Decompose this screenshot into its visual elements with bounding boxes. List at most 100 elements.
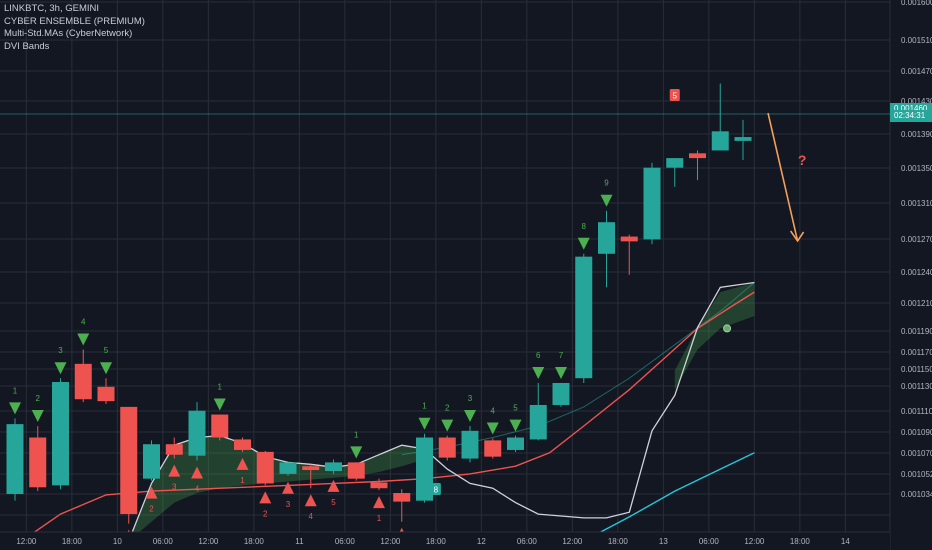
price-axis: 0.001600 0.001510 0.001470 0.001430 0.001390… — [889, 0, 932, 550]
sell-signal-triangle — [464, 410, 476, 423]
signal-badge-lower-label: 8 — [434, 486, 439, 495]
candle-body[interactable] — [120, 406, 138, 515]
signal-badge-lower — [430, 483, 441, 495]
sell-signal-triangle — [418, 417, 431, 430]
price-axis-label: 0.001070 — [901, 449, 932, 458]
candle-body[interactable] — [188, 410, 206, 456]
candle-body[interactable] — [256, 451, 274, 484]
candle-body[interactable] — [279, 462, 297, 474]
time-axis-label: 18:00 — [426, 537, 447, 546]
cross-dot — [723, 324, 732, 333]
time-axis-label: 14 — [841, 537, 850, 546]
signal-count: 1 — [377, 514, 382, 523]
time-axis-label: 11 — [295, 537, 304, 546]
candle-body[interactable] — [97, 386, 115, 402]
candle-body[interactable] — [302, 466, 320, 471]
price-axis-label: 0.001210 — [901, 299, 932, 308]
candle-body[interactable] — [529, 404, 547, 440]
forecast-arrow-head — [789, 230, 805, 243]
time-axis-label: 18:00 — [244, 537, 265, 546]
buy-signal-triangle — [304, 494, 317, 507]
price-axis-label: 0.001150 — [901, 365, 932, 374]
buy-signal-triangle — [282, 481, 294, 494]
signal-count: 1 — [422, 402, 427, 411]
signal-count: 4 — [491, 406, 496, 415]
signal-count: 2 — [36, 394, 41, 403]
candle-body[interactable] — [484, 440, 502, 457]
candle-body[interactable] — [6, 424, 24, 494]
buy-signal-triangle — [327, 479, 340, 492]
candle-body[interactable] — [689, 153, 706, 159]
sell-signal-triangle — [509, 419, 522, 432]
candle-body[interactable] — [143, 444, 160, 479]
signal-count: 3 — [468, 394, 473, 403]
candle-body[interactable] — [165, 444, 183, 455]
signal-count: 2 — [263, 509, 268, 518]
candle-body[interactable] — [416, 437, 433, 501]
indicator-multi-std-mas[interactable]: Multi-Std.MAs (CyberNetwork) — [4, 28, 133, 39]
candle-body[interactable] — [29, 437, 47, 488]
price-axis-label: 0.001510 — [901, 36, 932, 45]
signal-count: 5 — [104, 346, 109, 355]
dvi-band-fill — [128, 435, 425, 541]
candlesticks — [6, 83, 752, 524]
candle-body[interactable] — [211, 414, 229, 438]
candle-body[interactable] — [234, 439, 251, 450]
signal-count: 1 — [240, 476, 245, 485]
candle-body[interactable] — [393, 493, 411, 502]
signal-count: 9 — [604, 179, 609, 188]
signal-count: 6 — [536, 351, 541, 360]
candle-body[interactable] — [666, 158, 684, 168]
time-axis-label: 12:00 — [744, 537, 765, 546]
candle-body[interactable] — [370, 482, 388, 489]
sell-signal-triangle — [350, 446, 363, 459]
sell-signal-triangle — [77, 333, 90, 346]
candle-body[interactable] — [734, 137, 752, 141]
time-axis-label: 12 — [477, 537, 486, 546]
indicator-cyber-ensemble[interactable]: CYBER ENSEMBLE (PREMIUM) — [4, 15, 145, 27]
dvi-band-line — [128, 281, 755, 542]
signal-badge-upper — [669, 89, 680, 101]
ma-red-line — [4, 291, 755, 550]
sell-signal-triangle — [600, 194, 613, 207]
price-axis-label: 0.001430 — [901, 97, 932, 106]
sell-signal-triangle — [486, 422, 499, 435]
candle-body[interactable] — [325, 462, 342, 472]
candle-body[interactable] — [643, 167, 661, 240]
candle-body[interactable] — [52, 382, 69, 486]
price-axis-label: 0.001170 — [901, 348, 932, 357]
question-mark: ? — [798, 152, 807, 168]
signal-count: 2 — [149, 505, 154, 514]
candle-body[interactable] — [711, 131, 729, 151]
candle-body[interactable] — [347, 462, 365, 479]
candle-body[interactable] — [74, 363, 92, 400]
dvi-band-fill-2 — [674, 282, 755, 390]
time-axis-label: 18:00 — [790, 537, 811, 546]
candle-body[interactable] — [461, 430, 479, 459]
price-axis-label: 0.001350 — [901, 164, 932, 173]
time-axis-label: 18:00 — [608, 537, 629, 546]
symbol-title[interactable]: LINKBTC, 3h, GEMINI — [4, 3, 100, 14]
time-axis-label: 06:00 — [335, 537, 356, 546]
price-axis-label: 0.001052 — [901, 470, 932, 479]
time-axis-label: 06:00 — [153, 537, 174, 546]
signal-count: 1 — [13, 386, 18, 395]
time-axis-label: 12:00 — [562, 537, 583, 546]
candle-body[interactable] — [507, 437, 524, 450]
buy-signal-triangle — [259, 491, 272, 504]
moving-averages — [4, 281, 755, 550]
candle-body[interactable] — [598, 222, 615, 254]
price-axis-label: 0.001090 — [901, 428, 932, 437]
candle-body[interactable] — [552, 382, 570, 405]
indicator-dvi-bands[interactable]: DVI Bands — [4, 40, 50, 52]
candle-body[interactable] — [620, 236, 638, 242]
signal-count: 3 — [58, 346, 63, 355]
signal-count: 4 — [309, 512, 314, 521]
signal-count: 4 — [81, 317, 86, 326]
countdown-tag: 02:34:31 — [890, 110, 932, 122]
candle-body[interactable] — [438, 437, 456, 458]
sell-signal-triangle — [555, 366, 567, 379]
sell-signal-triangle — [54, 362, 67, 375]
candle-body[interactable] — [575, 256, 593, 379]
